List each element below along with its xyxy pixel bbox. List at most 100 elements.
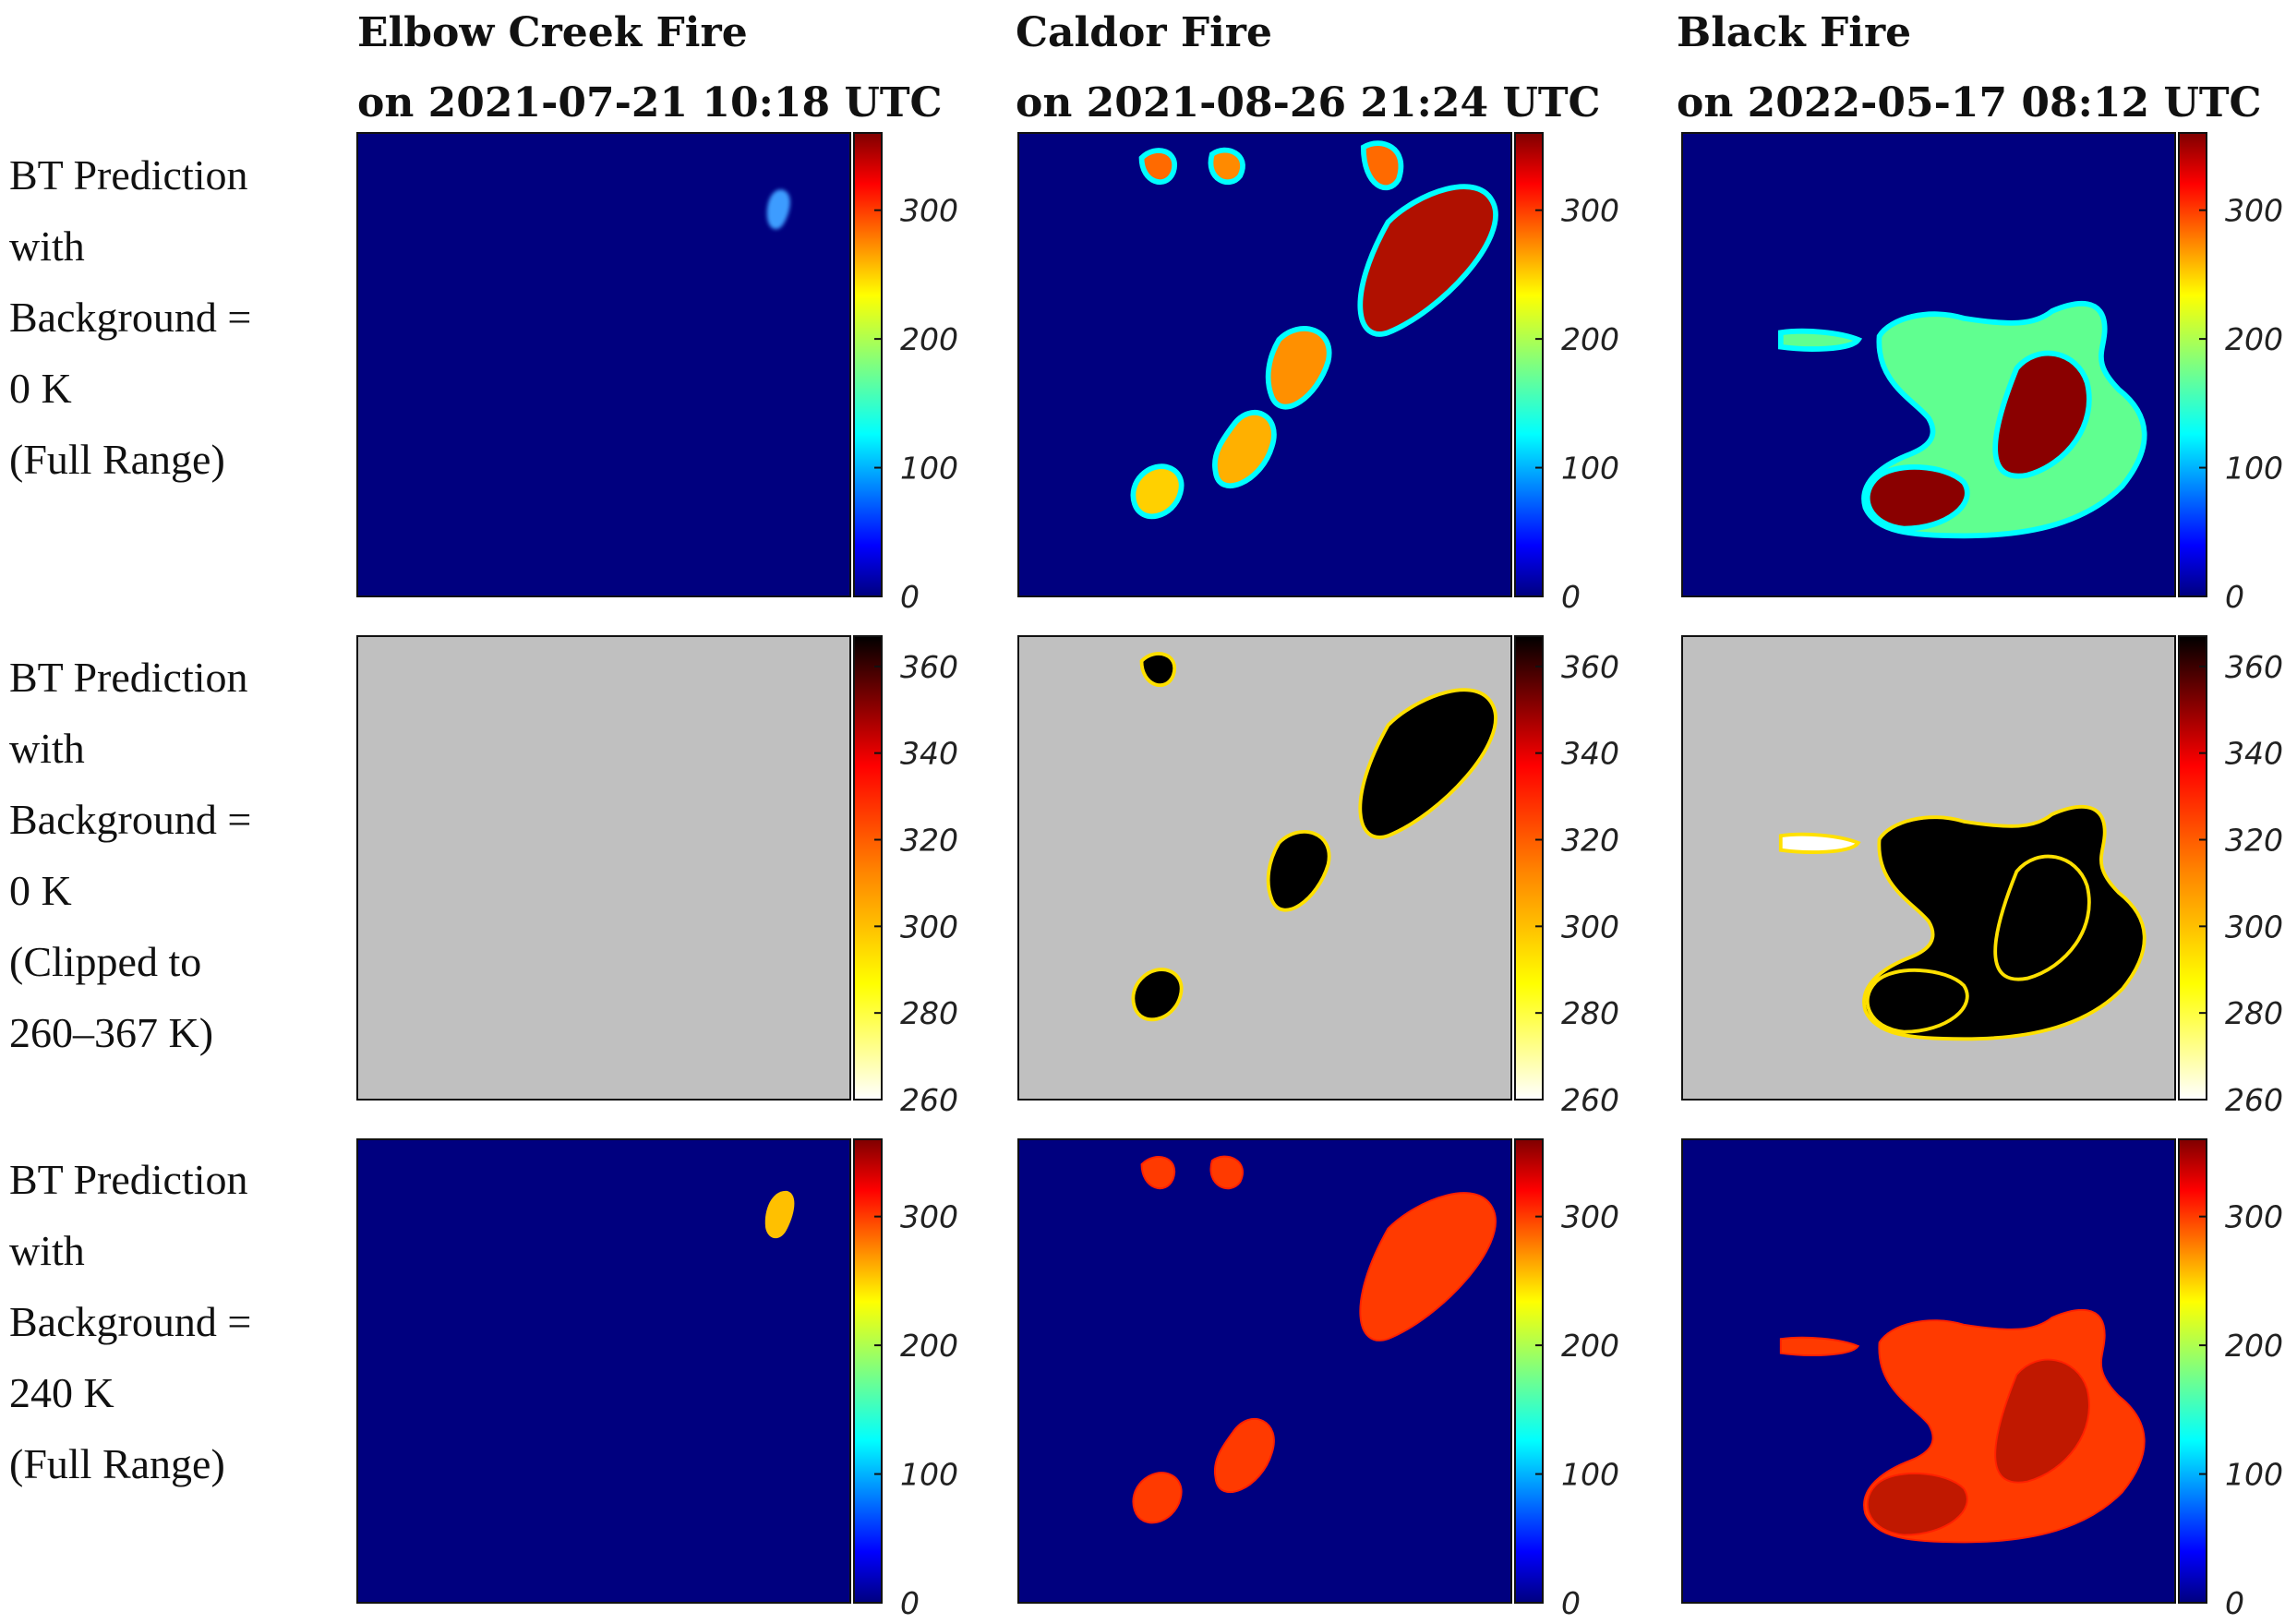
panel-elbow-row-3: 0 100 200 300 [356, 1138, 958, 1621]
row-label-1-line-1: BT Prediction [9, 151, 248, 198]
fire-blob-caldor-4-row-2 [1358, 688, 1497, 839]
colorbar-tick-label-elbow-row-2-340: 340 [900, 736, 958, 772]
row-label-1-line-2: with [9, 223, 85, 270]
colorbar-tick-label-black-row-2-300: 300 [2225, 908, 2283, 944]
colorbar-black-row-3 [2178, 1138, 2207, 1604]
colorbar-tick-label-elbow-row-1-300: 300 [900, 193, 958, 229]
column-title-caldor-line2: on 2021-08-26 21:24 UTC [1016, 79, 1601, 126]
row-label-1-line-4: 0 K [9, 365, 72, 412]
panel-caldor-row-3: 0 100 200 300 [1017, 1138, 1619, 1621]
colorbar-tick-label-elbow-row-3-0: 0 [900, 1585, 920, 1621]
colorbar-tick-label-black-row-1-300: 300 [2225, 193, 2283, 229]
colorbar-tick-label-elbow-row-2-300: 300 [900, 908, 958, 944]
fire-blob-black-2-row-3 [1994, 1358, 2090, 1484]
colorbar-tick-label-black-row-2-320: 320 [2225, 823, 2283, 859]
colorbar-caldor-row-3 [1514, 1138, 1544, 1604]
fire-blob-group-black-row-2 [1778, 804, 2147, 1041]
colorbar-tick-label-caldor-row-3-300: 300 [1561, 1199, 1619, 1235]
fire-blob-caldor-7-row-1 [1130, 463, 1185, 520]
fire-blob-black-4-row-3 [1779, 1336, 1860, 1356]
row-label-1: BT Prediction with Background = 0 K (Ful… [9, 151, 251, 483]
colorbar-elbow-row-2 [853, 635, 883, 1101]
colorbar-tick-label-caldor-row-1-200: 200 [1561, 321, 1619, 357]
fire-blob-elbow-row-1 [766, 189, 790, 230]
row-label-3-line-5: (Full Range) [9, 1440, 225, 1487]
colorbar-tick-label-elbow-row-2-260: 260 [900, 1082, 958, 1118]
panel-background-elbow-row-2 [356, 635, 851, 1101]
colorbar-tick-label-black-row-1-0: 0 [2225, 579, 2244, 615]
fire-blob-caldor-3-row-1 [1360, 140, 1404, 191]
row-label-2-line-5: (Clipped to [9, 938, 201, 985]
colorbar-tick-label-elbow-row-3-100: 100 [900, 1457, 958, 1493]
colorbar-tick-label-caldor-row-2-280: 280 [1561, 995, 1619, 1031]
colorbar-tick-label-caldor-row-3-100: 100 [1561, 1457, 1619, 1493]
colorbar-tick-label-elbow-row-1-0: 0 [900, 579, 920, 615]
colorbar-tick-label-black-row-3-0: 0 [2225, 1585, 2244, 1621]
colorbar-tick-label-elbow-row-3-300: 300 [900, 1199, 958, 1235]
fire-blob-caldor-6-row-3 [1213, 1417, 1275, 1494]
colorbar-tick-label-caldor-row-2-360: 360 [1561, 649, 1619, 685]
colorbar-tick-label-elbow-row-2-320: 320 [900, 823, 958, 859]
fire-blob-caldor-4-row-1 [1357, 184, 1498, 337]
row-label-3-line-3: Background = [9, 1298, 251, 1345]
fire-blob-black-2-row-1 [1992, 350, 2092, 479]
colorbar-tick-label-caldor-row-1-300: 300 [1561, 193, 1619, 229]
row-label-2: BT Prediction with Background = 0 K (Cli… [9, 654, 251, 1056]
row-label-3-line-4: 240 K [9, 1369, 114, 1416]
colorbar-caldor-row-1 [1514, 132, 1544, 597]
colorbar-tick-label-caldor-row-2-260: 260 [1561, 1082, 1619, 1118]
row-label-1-line-3: Background = [9, 294, 251, 341]
colorbar-caldor-row-2 [1514, 635, 1544, 1101]
fire-blobs-caldor-row-3 [1132, 1155, 1497, 1524]
column-titles: Elbow Creek Fire on 2021-07-21 10:18 UTC… [357, 9, 2262, 126]
fire-blob-caldor-2-row-3 [1209, 1155, 1244, 1190]
panel-caldor-row-2: 260 280 300 320 340 360 [1017, 635, 1619, 1118]
row-label-3-line-1: BT Prediction [9, 1156, 248, 1203]
fire-blobs-elbow-row-3 [764, 1190, 795, 1239]
colorbar-tick-label-black-row-2-340: 340 [2225, 736, 2283, 772]
fire-blobs-caldor-row-2 [1131, 652, 1497, 1022]
colorbar-tick-label-black-row-3-100: 100 [2225, 1457, 2283, 1493]
panel-black-row-3: 0 100 200 300 [1681, 1138, 2283, 1621]
colorbar-tick-label-caldor-row-2-320: 320 [1561, 823, 1619, 859]
colorbar-tick-label-black-row-2-260: 260 [2225, 1082, 2283, 1118]
row-label-2-line-6: 260–367 K) [9, 1009, 213, 1056]
colorbar-tick-label-elbow-row-2-280: 280 [900, 995, 958, 1031]
fire-blob-elbow-row-3 [764, 1190, 795, 1239]
row-label-2-line-1: BT Prediction [9, 654, 248, 701]
colorbar-black-row-2 [2178, 635, 2207, 1101]
fire-blobs-caldor-row-1 [1130, 140, 1498, 520]
colorbar-tick-label-caldor-row-2-300: 300 [1561, 908, 1619, 944]
colorbar-tick-label-caldor-row-2-340: 340 [1561, 736, 1619, 772]
fire-blobs-elbow-row-1 [766, 189, 790, 230]
colorbar-elbow-row-3 [853, 1138, 883, 1604]
fire-blob-black-3-row-3 [1866, 1472, 1968, 1536]
panel-elbow-row-1: 0 100 200 300 [356, 132, 958, 615]
row-label-1-line-5: (Full Range) [9, 436, 225, 483]
fire-blob-caldor-7-row-3 [1132, 1472, 1183, 1524]
fire-blob-caldor-1-row-1 [1138, 148, 1177, 185]
fire-blob-caldor-7-row-2 [1131, 968, 1184, 1022]
fire-blobs-black-row-2 [1778, 804, 2147, 1041]
fire-blob-black-4-row-2 [1778, 832, 1861, 854]
fire-blob-caldor-4-row-3 [1359, 1192, 1497, 1341]
colorbar-tick-label-black-row-1-200: 200 [2225, 321, 2283, 357]
row-label-2-line-3: Background = [9, 796, 251, 843]
panel-black-row-2: 260 280 300 320 340 360 [1681, 635, 2283, 1118]
column-title-elbow-line2: on 2021-07-21 10:18 UTC [357, 79, 943, 126]
colorbar-tick-label-black-row-2-280: 280 [2225, 995, 2283, 1031]
fire-blob-group-black-row-3 [1779, 1308, 2146, 1544]
fire-blob-black-2-row-2 [1993, 854, 2091, 981]
colorbar-tick-label-caldor-row-3-0: 0 [1561, 1585, 1581, 1621]
panel-caldor-row-1: 0 100 200 300 [1017, 132, 1619, 615]
colorbar-tick-label-black-row-3-300: 300 [2225, 1199, 2283, 1235]
fire-blob-group-caldor-row-3 [1132, 1155, 1497, 1524]
column-title-black-line1: Black Fire [1677, 9, 1911, 56]
colorbar-tick-label-elbow-row-1-100: 100 [900, 451, 958, 487]
colorbar-black-row-1 [2178, 132, 2207, 597]
colorbar-tick-label-black-row-2-360: 360 [2225, 649, 2283, 685]
fire-blob-group-elbow-row-3 [764, 1190, 795, 1239]
colorbar-tick-label-black-row-3-200: 200 [2225, 1328, 2283, 1364]
fire-blob-group-elbow-row-1 [766, 189, 790, 230]
